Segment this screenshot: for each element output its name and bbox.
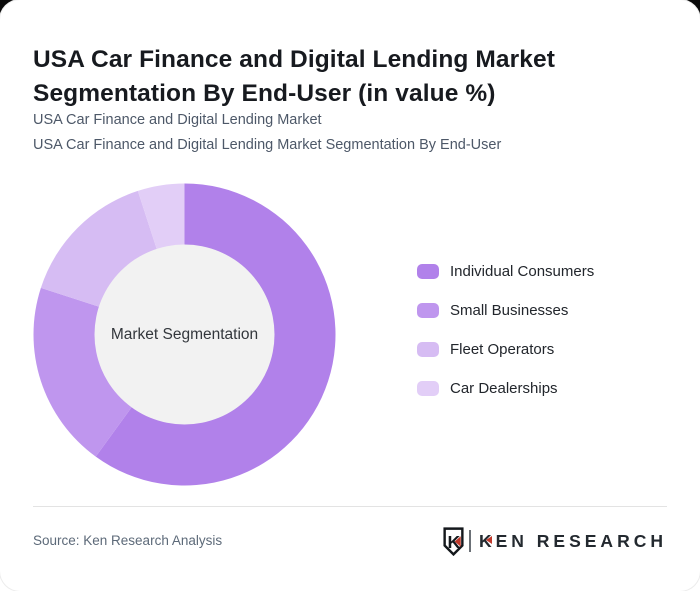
donut-center-label: Market Segmentation — [110, 325, 259, 343]
chart-title: USA Car Finance and Digital Lending Mark… — [33, 46, 555, 108]
shield-letter: K — [447, 531, 460, 551]
logo-wordmark-rest: EN RESEARCH — [495, 530, 667, 551]
legend-swatch — [417, 264, 439, 279]
legend-item-car-dealerships[interactable]: Car Dealerships — [417, 380, 594, 397]
donut-chart: Market Segmentation — [33, 183, 336, 486]
legend-label: Fleet Operators — [450, 341, 555, 358]
donut-svg — [33, 183, 336, 486]
shield-accent-triangle — [454, 535, 461, 547]
legend-swatch — [417, 342, 439, 357]
donut-hole — [94, 244, 275, 425]
logo-k-accent-triangle — [486, 535, 493, 544]
legend-item-small-businesses[interactable]: Small Businesses — [417, 302, 594, 319]
legend-label: Individual Consumers — [450, 263, 595, 280]
subtitle-line-2: USA Car Finance and Digital Lending Mark… — [33, 136, 502, 153]
footer-divider — [33, 506, 667, 507]
legend-swatch — [417, 303, 439, 318]
logo-wordmark: K EN RESEARCH — [479, 531, 667, 552]
source-attribution: Source: Ken Research Analysis — [33, 533, 223, 548]
legend-swatch — [417, 381, 439, 396]
logo-divider — [468, 530, 471, 552]
ken-research-shield-icon: K — [443, 526, 464, 556]
logo-wordmark-k: K — [478, 530, 496, 551]
legend-label: Small Businesses — [450, 302, 569, 319]
legend-item-individual-consumers[interactable]: Individual Consumers — [417, 263, 595, 280]
legend-item-fleet-operators[interactable]: Fleet Operators — [417, 341, 594, 358]
ken-research-logo: K K EN RESEARCH — [443, 526, 667, 556]
legend-label: Car Dealerships — [450, 380, 558, 397]
chart-subtitle: USA Car Finance and Digital Lending Mark… — [33, 108, 653, 157]
subtitle-line-1: USA Car Finance and Digital Lending Mark… — [33, 112, 322, 128]
chart-legend: Individual Consumers Small Businesses Fl… — [417, 263, 595, 420]
